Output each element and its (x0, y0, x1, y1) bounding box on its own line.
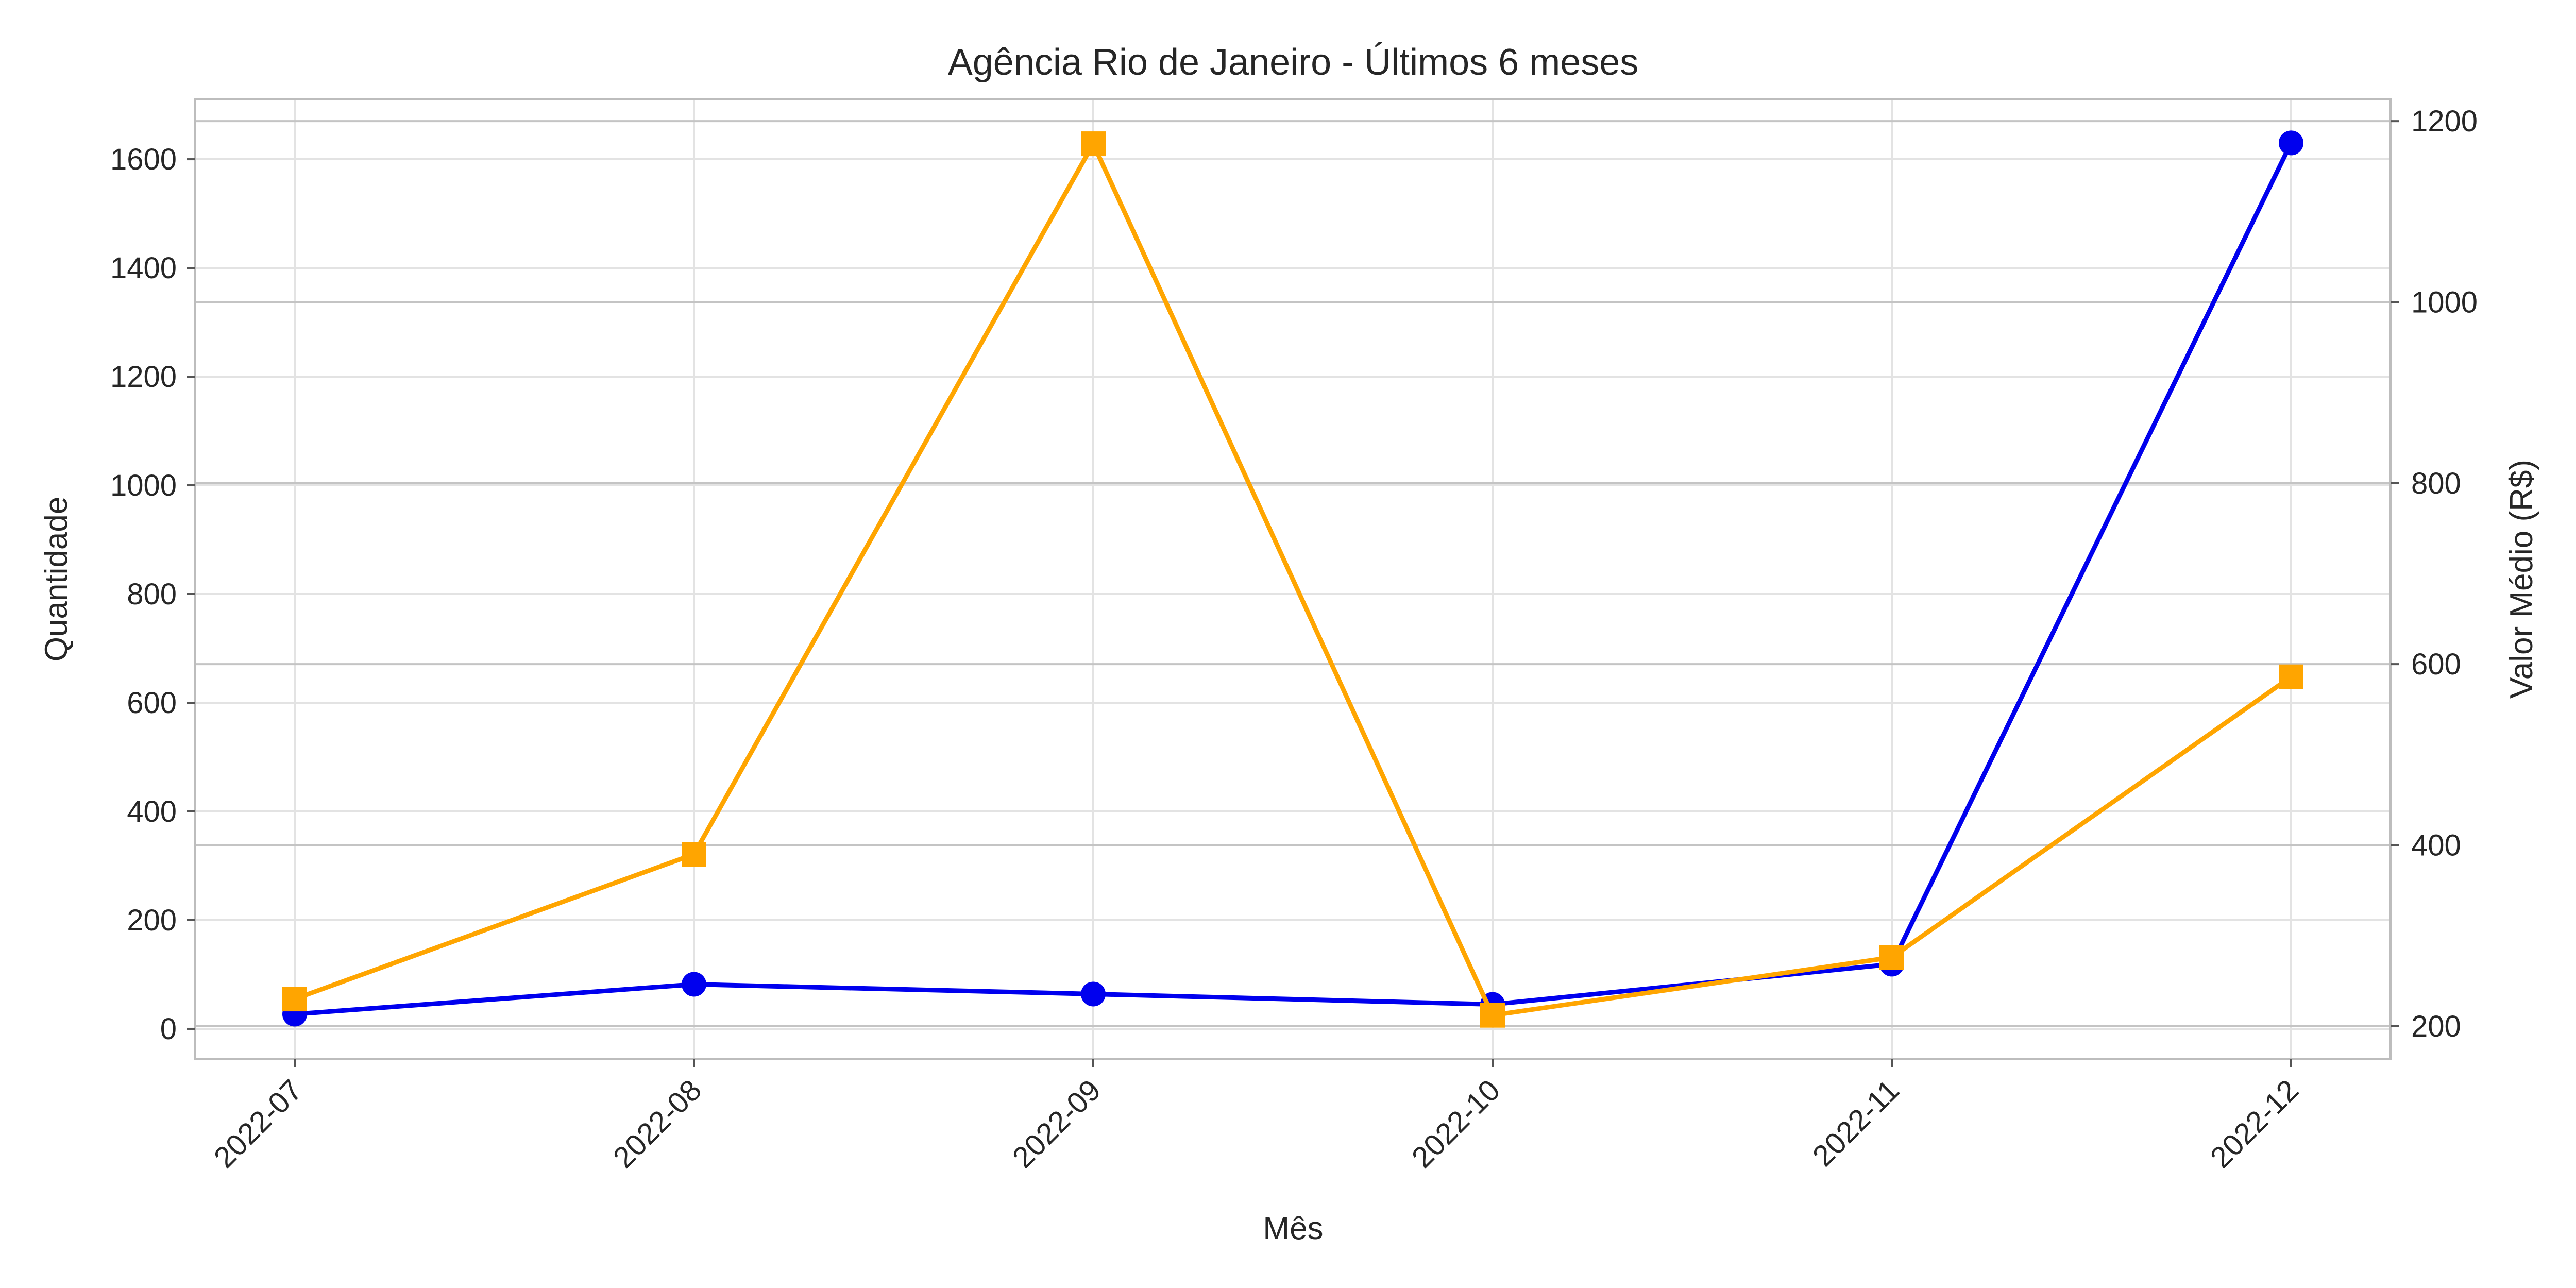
y2-tick-label: 1000 (2411, 285, 2478, 319)
x-tick-label: 2022-12 (2204, 1073, 2305, 1174)
y2-tick-label: 200 (2411, 1010, 2461, 1043)
y2-axis-label: Valor Médio (R$) (2504, 460, 2539, 699)
series-2-point (282, 987, 307, 1012)
y2-tick-label: 1200 (2411, 105, 2478, 138)
y-tick-label: 1600 (110, 143, 177, 176)
y-tick-label: 1200 (110, 360, 177, 394)
series-line-2 (294, 141, 2293, 1018)
series-1-point (1081, 981, 1106, 1007)
y2-tick-label: 600 (2411, 648, 2461, 681)
y-axis-label: Quantidade (39, 497, 74, 662)
series-1-point (2279, 130, 2303, 156)
plot-frame (194, 98, 2392, 1060)
axes: 2022-07 2022-08 2022-09 2022-10 2022-11 2022-… (110, 105, 2478, 1175)
series-2-point (1879, 945, 1904, 970)
series-line-1 (294, 142, 2294, 1016)
series-layer (282, 130, 2303, 1028)
series-2-point (1081, 131, 1106, 157)
x-tick-label: 2022-10 (1405, 1073, 1506, 1174)
y2-tick-label: 800 (2411, 467, 2461, 500)
y-tick-label: 1000 (110, 469, 177, 502)
chart-title: Agência Rio de Janeiro - Últimos 6 meses (948, 42, 1639, 83)
y-tick-label: 800 (127, 578, 177, 611)
series-2-point (1480, 1003, 1505, 1028)
x-tick-label: 2022-11 (1806, 1073, 1906, 1173)
y-tick-label: 600 (127, 686, 177, 720)
series-1-point (682, 972, 706, 997)
series-2-point (682, 842, 706, 867)
y-tick-label: 1400 (110, 251, 177, 285)
y-tick-label: 200 (127, 904, 177, 937)
y-tick-label: 0 (160, 1012, 177, 1046)
x-tick-label: 2022-08 (607, 1073, 708, 1174)
grid (195, 99, 2391, 1059)
x-tick-label: 2022-07 (208, 1073, 309, 1174)
x-tick-label: 2022-09 (1006, 1073, 1107, 1174)
y2-tick-label: 400 (2411, 828, 2461, 862)
y-tick-label: 400 (127, 795, 177, 828)
series-2-point (2279, 664, 2303, 689)
x-axis-label: Mês (1263, 1211, 1323, 1246)
